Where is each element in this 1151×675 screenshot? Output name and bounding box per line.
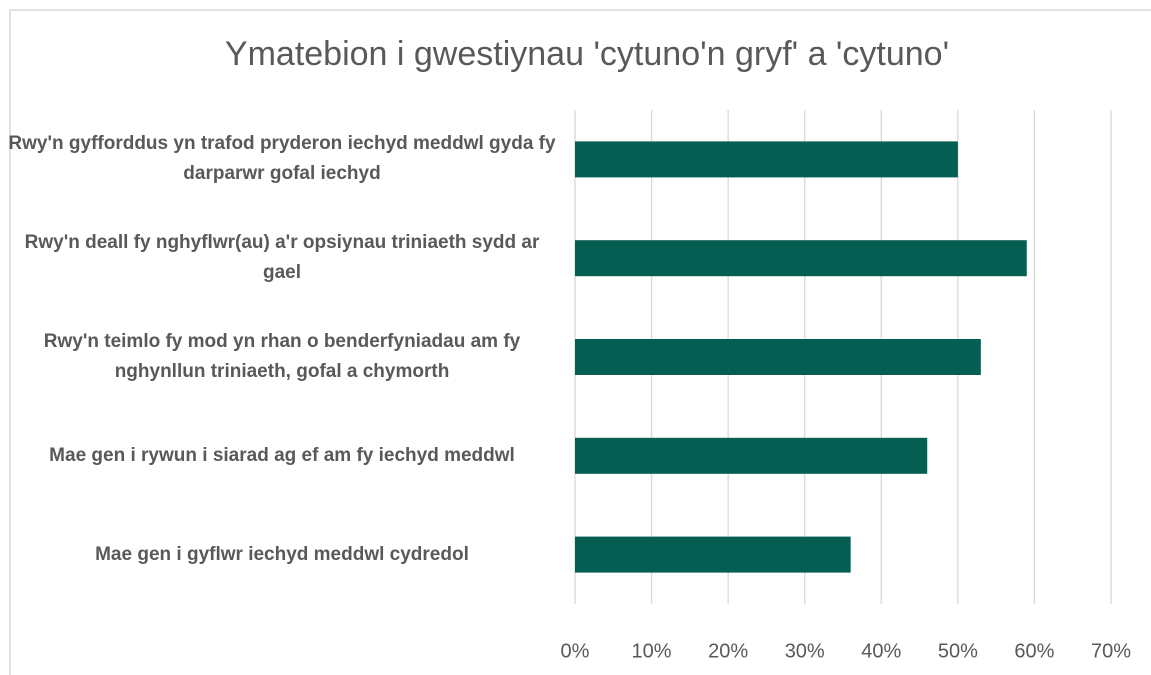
x-tick-label: 70%: [1091, 640, 1131, 662]
bar: [575, 339, 981, 375]
x-tick-label: 30%: [785, 640, 825, 662]
y-tick-label: Mae gen i rywun i siarad ag ef am fy iec…: [49, 444, 515, 466]
x-tick-label: 0%: [561, 640, 590, 662]
bar: [575, 437, 928, 474]
x-tick-label: 40%: [861, 640, 901, 662]
bar: [575, 240, 1027, 277]
chart-title: Ymatebion i gwestiynau 'cytuno'n gryf' a…: [225, 35, 949, 73]
y-tick-label: Rwy'n deall fy nghyflwr(au) a'r opsiynau…: [24, 232, 540, 284]
x-tick-label: 60%: [1014, 640, 1054, 662]
bar: [575, 141, 958, 178]
x-tick-label: 10%: [632, 640, 672, 662]
x-tick-label: 20%: [708, 640, 748, 662]
bar: [575, 536, 851, 573]
y-tick-label: Rwy'n gyfforddus yn trafod pryderon iech…: [8, 133, 556, 185]
y-tick-label: Mae gen i gyflwr iechyd meddwl cydredol: [95, 543, 469, 565]
x-tick-label: 50%: [938, 640, 978, 662]
y-tick-label: Rwy'n teimlo fy mod yn rhan o benderfyni…: [43, 331, 521, 382]
chart-border: [9, 9, 1151, 675]
